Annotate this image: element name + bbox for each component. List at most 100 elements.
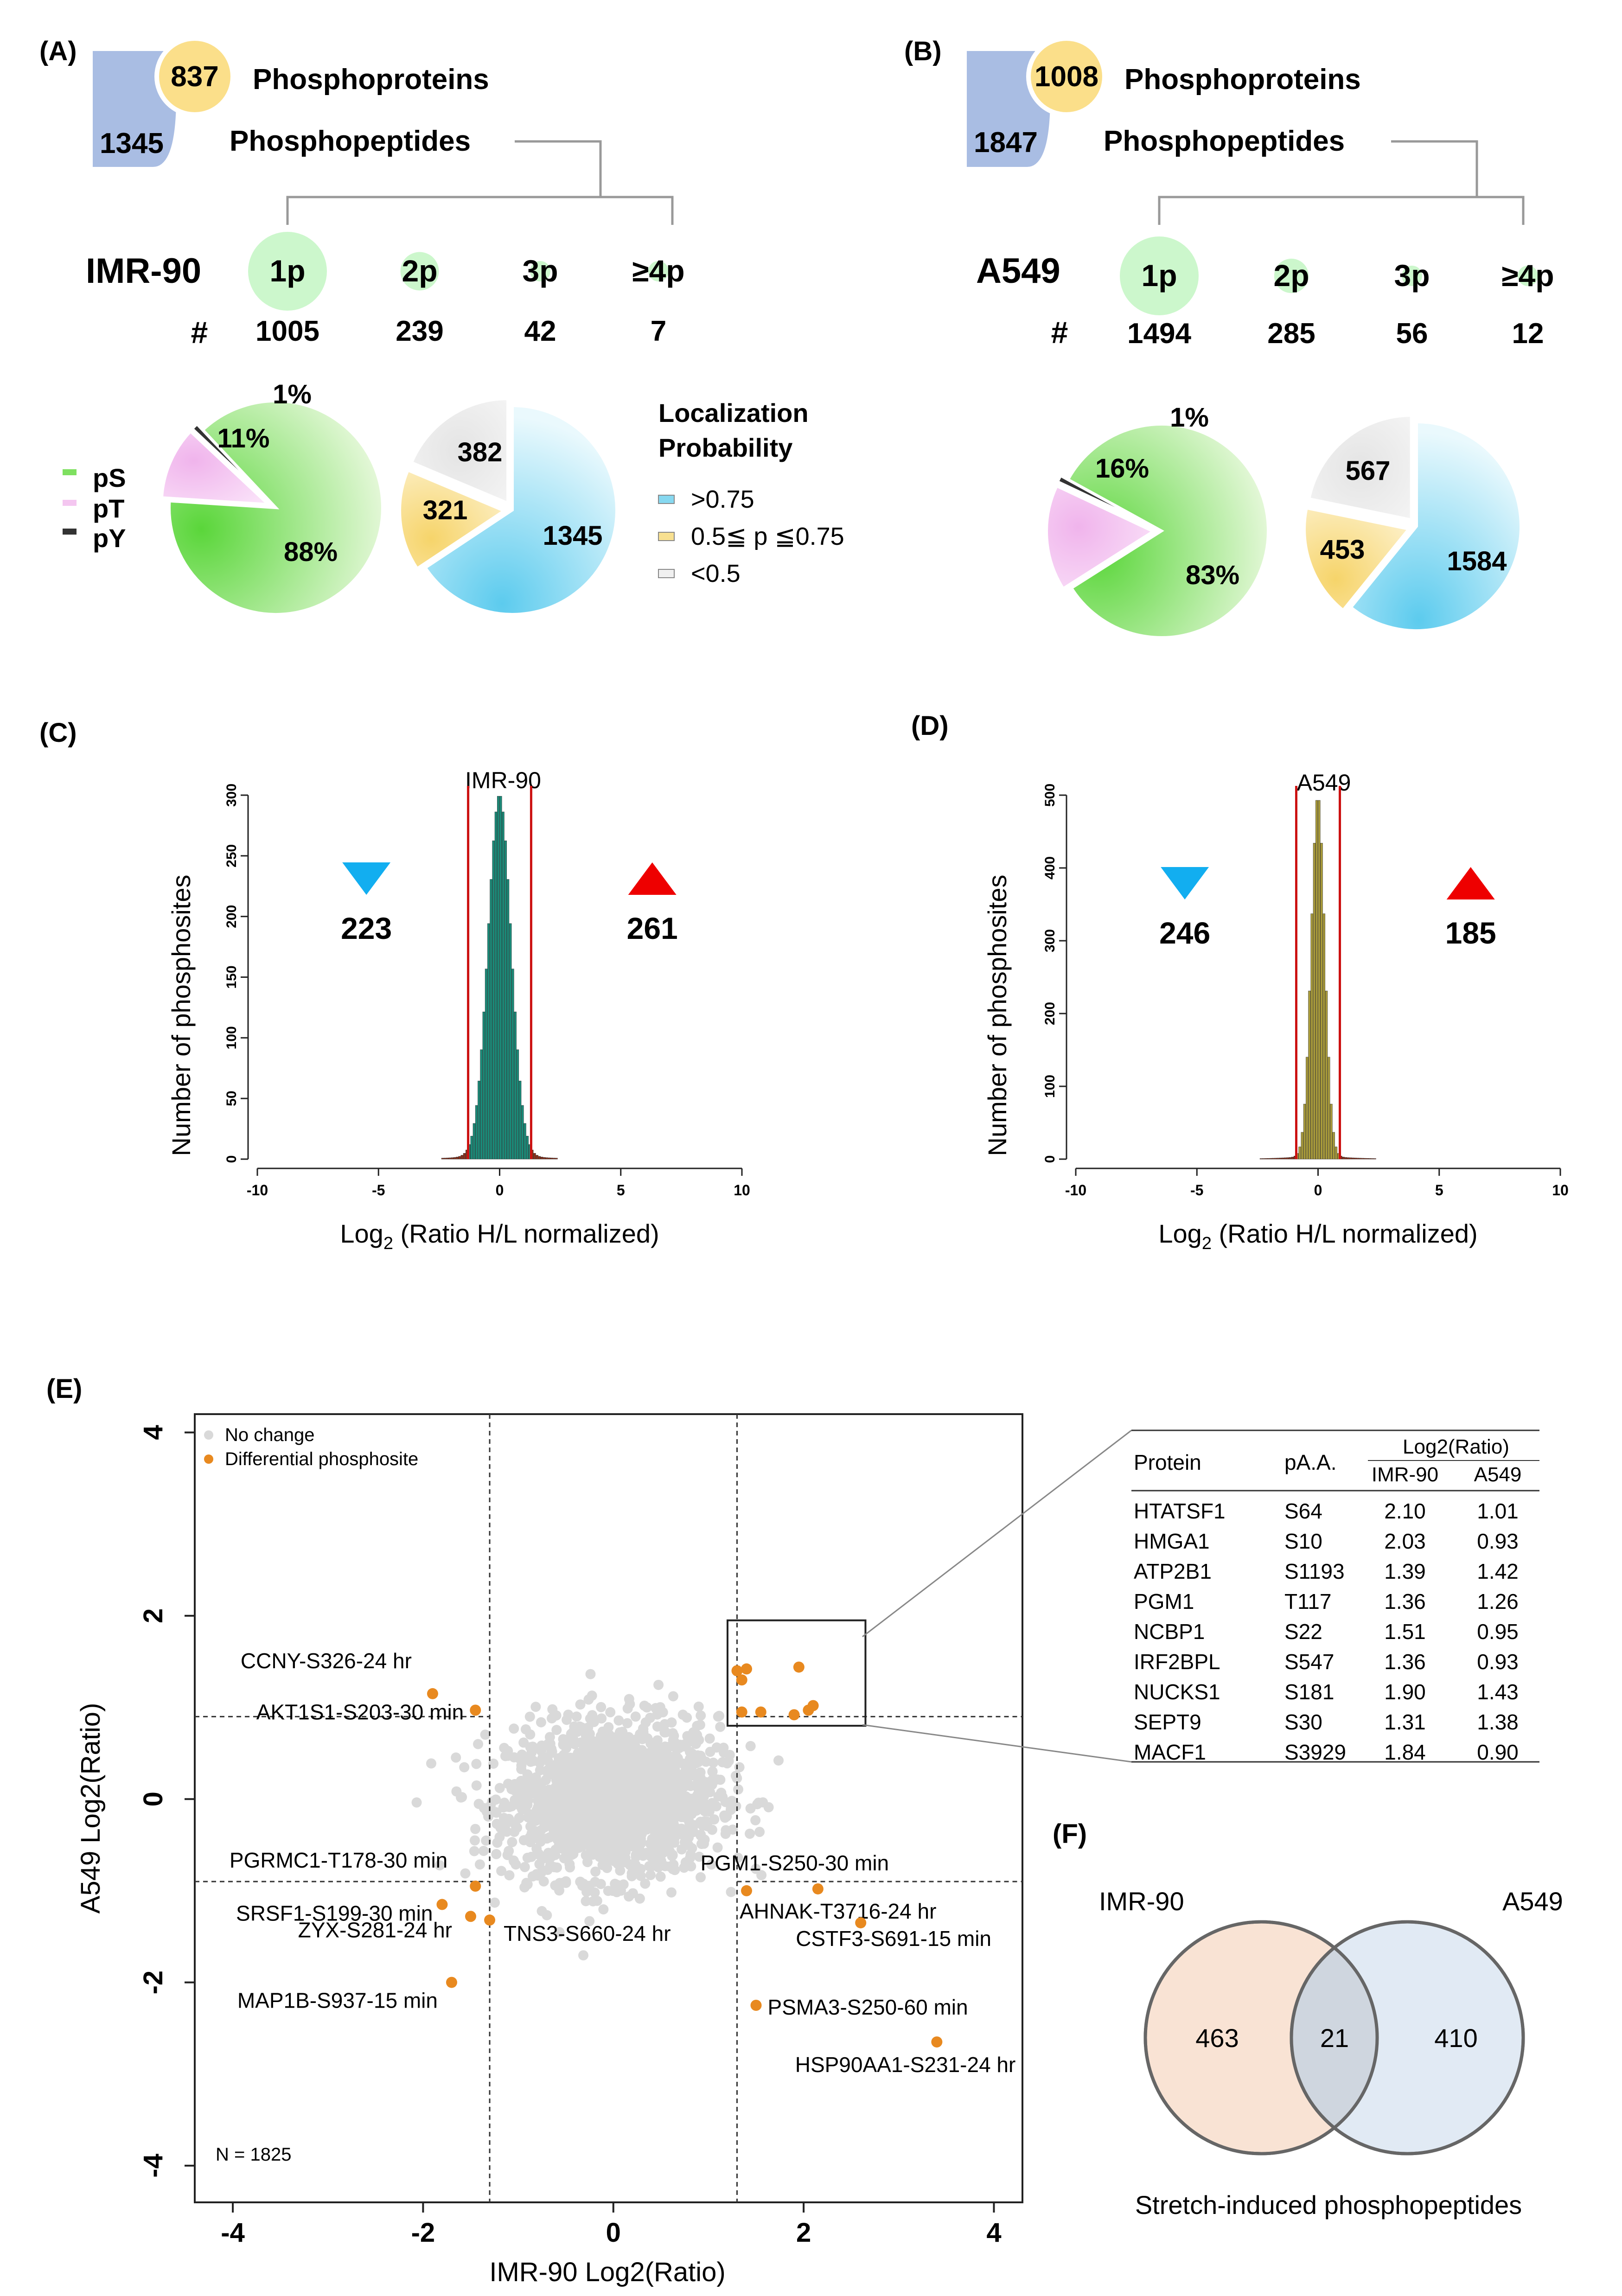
gray-point bbox=[726, 1887, 736, 1897]
multiplicity-bubble bbox=[1120, 236, 1199, 315]
gray-point bbox=[680, 1857, 691, 1868]
gray-point bbox=[515, 1753, 526, 1763]
gray-point bbox=[590, 1795, 601, 1805]
histogram-bar bbox=[475, 1105, 478, 1160]
gray-point bbox=[720, 1797, 731, 1807]
gray-point bbox=[551, 1801, 562, 1812]
gray-point bbox=[459, 1762, 470, 1773]
gray-point bbox=[690, 1730, 700, 1741]
gray-point bbox=[451, 1752, 461, 1763]
table-cell-imr90: 1.51 bbox=[1384, 1620, 1426, 1644]
table-cell-imr90: 1.31 bbox=[1384, 1710, 1426, 1734]
histogram-bar bbox=[536, 1155, 538, 1160]
legend-py: pY bbox=[93, 523, 126, 553]
multiplicity-label: ≥4p bbox=[632, 254, 684, 288]
multiplicity-count: 1005 bbox=[255, 315, 319, 347]
bracket-b bbox=[1158, 196, 1525, 225]
gray-point bbox=[635, 1790, 646, 1800]
gray-point bbox=[550, 1769, 561, 1780]
gray-point bbox=[638, 1727, 649, 1738]
gray-point bbox=[584, 1916, 595, 1926]
panel-d: (D) A549 0 100 200 300 400 500 -10 -5 0 5 10 246 185… bbox=[911, 711, 1569, 1253]
gray-point bbox=[672, 1753, 683, 1764]
gray-point bbox=[656, 1764, 666, 1775]
histogram-bar bbox=[511, 969, 514, 1160]
count-symbol-a: # bbox=[191, 315, 208, 350]
panel-e: (E) -4 -2 0 2 4 -4 -2 0 2 4 CCNY-S326-24 hr AKT1S1-… bbox=[46, 1374, 1539, 2287]
histogram-bar bbox=[541, 1157, 543, 1160]
gray-point bbox=[664, 1786, 675, 1797]
proteins-label-b: Phosphoproteins bbox=[1124, 64, 1361, 96]
gray-point bbox=[712, 1842, 723, 1853]
scatter-xlabel: IMR-90 Log2(Ratio) bbox=[489, 2257, 725, 2287]
differential-point bbox=[793, 1661, 805, 1673]
legend-swatch-pt bbox=[63, 500, 77, 506]
histogram-bar bbox=[504, 840, 507, 1160]
histogram-bar bbox=[1298, 1147, 1301, 1160]
hist-d-ylabel: Number of phosphosites bbox=[983, 874, 1012, 1156]
gray-point bbox=[676, 1825, 687, 1836]
histogram-bar bbox=[1347, 1157, 1350, 1160]
histogram-bar bbox=[499, 796, 502, 1160]
histogram-bar bbox=[1301, 1132, 1303, 1160]
table-cell-a549: 0.95 bbox=[1477, 1620, 1519, 1644]
histogram-bar bbox=[543, 1157, 546, 1160]
gray-point bbox=[602, 1862, 613, 1873]
histogram-bar bbox=[524, 1123, 526, 1160]
gray-point bbox=[750, 1815, 761, 1825]
x-tick-label: 5 bbox=[1435, 1182, 1443, 1199]
gray-point bbox=[624, 1694, 634, 1704]
legend-ps: pS bbox=[93, 463, 126, 492]
gray-point bbox=[667, 1864, 678, 1875]
gray-point bbox=[589, 1887, 600, 1898]
histogram-bar bbox=[1328, 1057, 1330, 1160]
proteins-badge-a bbox=[154, 36, 235, 117]
gray-point bbox=[583, 1850, 594, 1861]
localization-legend: Localization Probability >0.75 0.5≦ p ≦0… bbox=[658, 398, 844, 587]
histogram-d: 0 100 200 300 400 500 -10 -5 0 5 10 246 185 Log2 (Rat… bbox=[1042, 784, 1569, 1253]
histogram-bar bbox=[550, 1158, 553, 1160]
venn-a549-only: 410 bbox=[1434, 2023, 1477, 2053]
down-triangle-icon bbox=[1161, 867, 1209, 899]
histogram-bar bbox=[521, 1105, 524, 1160]
zoom-line-top bbox=[862, 1429, 1132, 1638]
point-label: SRSF1-S199-30 min bbox=[236, 1901, 433, 1926]
gray-point bbox=[562, 1715, 572, 1725]
gray-point bbox=[673, 1790, 684, 1801]
zoom-line-bottom bbox=[862, 1724, 1132, 1763]
table-cell-paa: S30 bbox=[1284, 1710, 1322, 1734]
legend-dot-diff bbox=[204, 1454, 213, 1464]
gray-point bbox=[668, 1818, 679, 1829]
x-tick-label: 0 bbox=[496, 1182, 504, 1199]
multiplicity-count: 239 bbox=[396, 315, 443, 347]
multiplicity-label: ≥4p bbox=[1501, 258, 1554, 293]
histogram-bar bbox=[1349, 1157, 1352, 1160]
x-tick-label: 0 bbox=[1314, 1182, 1322, 1199]
gray-point bbox=[586, 1836, 597, 1847]
differential-point bbox=[731, 1665, 743, 1677]
multiplicity-bubble bbox=[648, 261, 669, 281]
gray-point bbox=[605, 1707, 616, 1717]
gray-point bbox=[745, 1803, 756, 1814]
gray-point bbox=[525, 1837, 536, 1848]
gray-point bbox=[531, 1869, 542, 1880]
down-count: 223 bbox=[341, 911, 392, 945]
gray-point bbox=[526, 1781, 536, 1792]
pie-slice bbox=[168, 400, 384, 616]
pie-slice bbox=[1055, 473, 1155, 529]
gray-point bbox=[563, 1797, 574, 1807]
table-cell-imr90: 1.84 bbox=[1384, 1740, 1426, 1764]
gray-point bbox=[705, 1776, 716, 1787]
histogram-bar bbox=[1286, 1157, 1289, 1160]
histogram-bar bbox=[1269, 1158, 1272, 1160]
table-cell-paa: S3929 bbox=[1284, 1740, 1346, 1764]
gray-point bbox=[554, 1754, 564, 1765]
y-tick-label: 100 bbox=[1042, 1075, 1058, 1098]
gray-point bbox=[507, 1837, 517, 1848]
y-tick-label: 0 bbox=[224, 1155, 239, 1163]
histogram-bar bbox=[1291, 1157, 1294, 1160]
down-count: 246 bbox=[1159, 916, 1210, 950]
gray-point bbox=[536, 1746, 547, 1756]
gray-point bbox=[558, 1739, 568, 1750]
histogram-bar bbox=[1322, 913, 1325, 1160]
